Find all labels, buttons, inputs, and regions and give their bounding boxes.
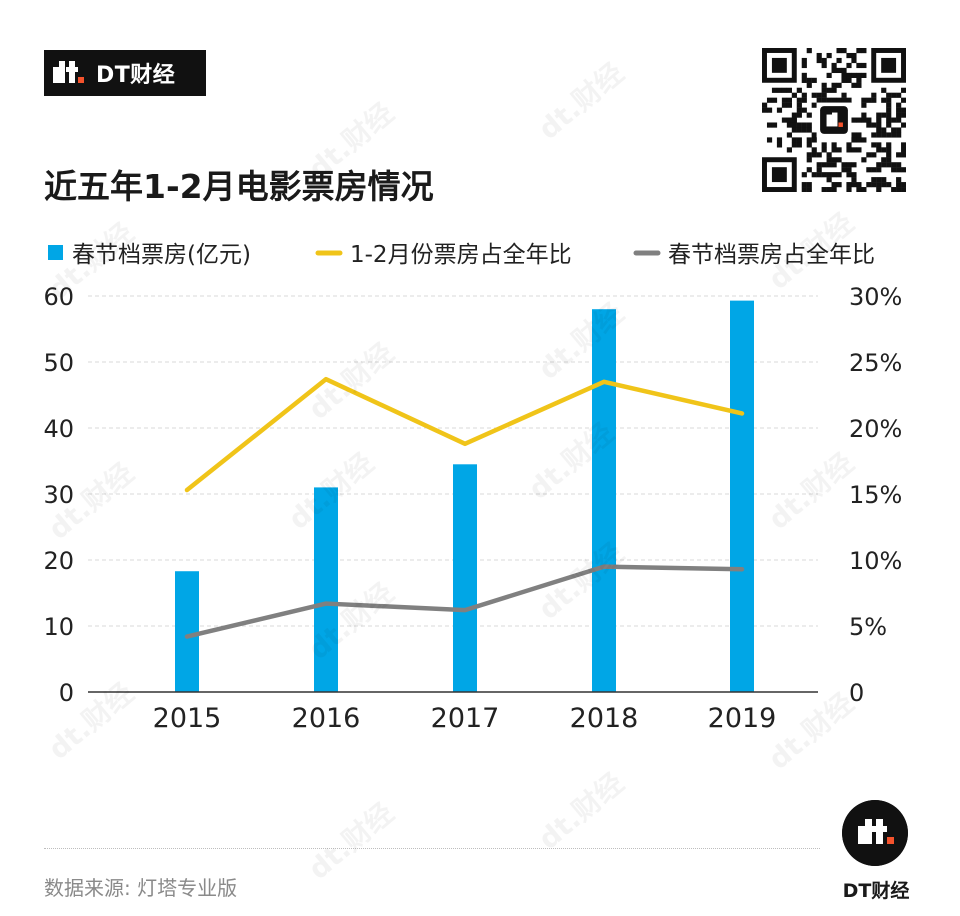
legend-label-2: 春节档票房占全年比 [668, 242, 875, 268]
y-right-tick-label: 10% [849, 547, 902, 575]
bar-2016 [314, 487, 338, 692]
brand-badge: DT财经 [44, 50, 206, 96]
y-left-tick-label: 10 [43, 613, 74, 641]
y-left-tick-label: 30 [43, 481, 74, 509]
page-title: 近五年1-2月电影票房情况 [44, 167, 434, 206]
x-tick-label: 2017 [431, 703, 500, 734]
watermark: dt.财经 [299, 793, 401, 888]
y-right-tick-label: 5% [849, 613, 887, 641]
bar-2017 [453, 464, 477, 692]
qr-code-icon [762, 48, 906, 192]
watermark: dt.财经 [529, 53, 631, 148]
x-tick-label: 2016 [292, 703, 361, 734]
chart: 春节档票房(亿元) 1-2月份票房占全年比 春节档票房占全年比 0 10 20 30 40 50… [43, 242, 902, 734]
y-left-tick-label: 40 [43, 415, 74, 443]
y-left-tick-label: 50 [43, 349, 74, 377]
line-series-1 [184, 376, 745, 493]
brand-name: DT财经 [96, 63, 176, 88]
y-right-tick-label: 30% [849, 283, 902, 311]
bar-2019 [730, 300, 754, 692]
y-right-tick-label: 0 [849, 679, 864, 707]
y-left-tick-label: 0 [59, 679, 74, 707]
corner-brand-name: DT财经 [842, 880, 910, 902]
legend-label-0: 春节档票房(亿元) [72, 242, 251, 268]
watermark: dt.财经 [529, 763, 631, 858]
y-left-tick-label: 60 [43, 283, 74, 311]
dt-round-logo-icon [842, 800, 908, 866]
legend-swatch-0 [48, 245, 63, 260]
y-left-tick-label: 20 [43, 547, 74, 575]
bar-2018 [592, 309, 616, 692]
x-tick-label: 2018 [570, 703, 639, 734]
dt-logo-icon [53, 61, 84, 83]
footer-divider [44, 848, 820, 849]
bar-2015 [175, 571, 199, 692]
y-right-tick-label: 20% [849, 415, 902, 443]
source-note: 数据来源: 灯塔专业版 [44, 876, 238, 900]
x-tick-label: 2019 [708, 703, 777, 734]
y-right-tick-label: 25% [849, 349, 902, 377]
x-tick-label: 2015 [153, 703, 222, 734]
legend-label-1: 1-2月份票房占全年比 [350, 242, 572, 268]
y-right-tick-label: 15% [849, 481, 902, 509]
line-series-2 [184, 564, 745, 639]
